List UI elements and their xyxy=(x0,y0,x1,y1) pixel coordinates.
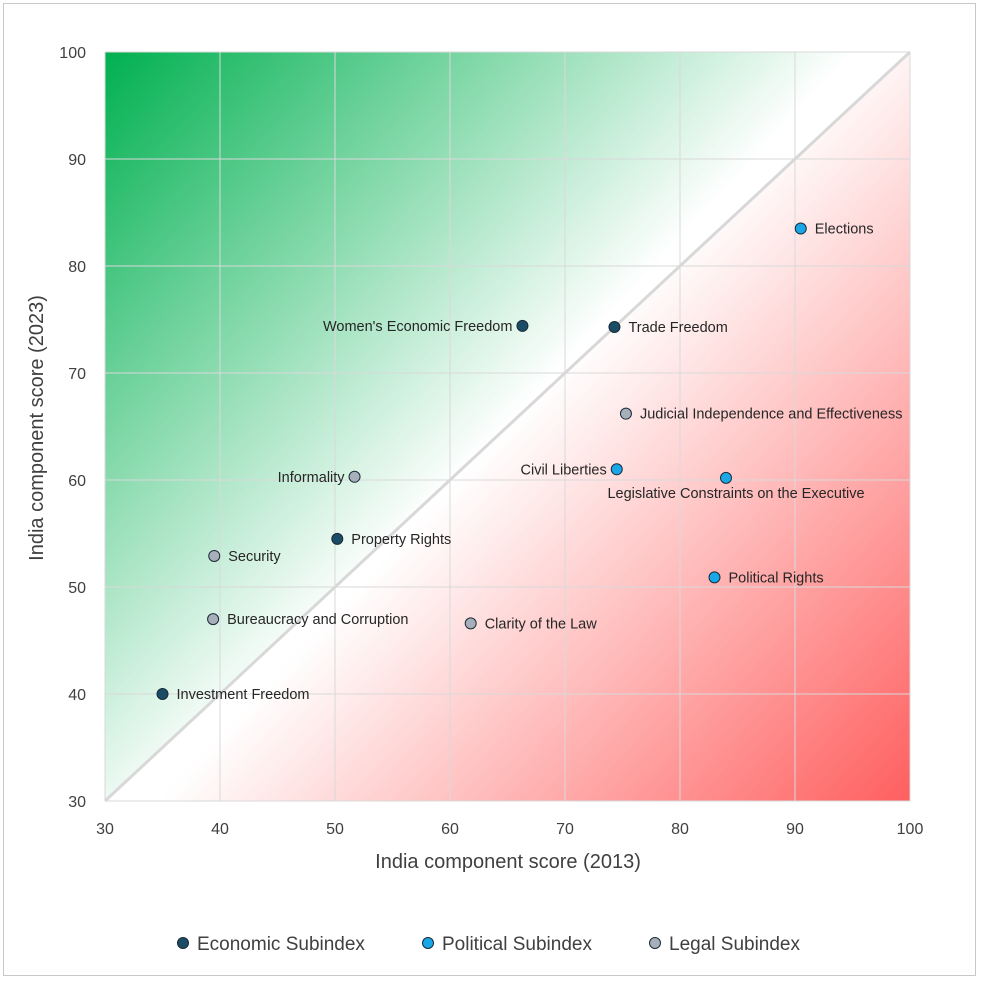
legend-marker xyxy=(177,937,189,949)
data-point-label: Bureaucracy and Corruption xyxy=(227,612,408,628)
data-point[interactable] xyxy=(516,319,529,332)
x-axis-ticks: 30 40 50 60 70 80 90 100 xyxy=(96,821,923,838)
data-point[interactable] xyxy=(708,571,721,584)
data-points: Women's Economic Freedom Trade Freedom Pro… xyxy=(156,222,903,703)
y-tick-label: 60 xyxy=(68,473,86,490)
y-axis-ticks: 30 40 50 60 70 80 90 100 xyxy=(59,45,86,811)
y-tick-label: 40 xyxy=(68,687,86,704)
legend-label: Economic Subindex xyxy=(197,934,365,955)
data-point-label: Women's Economic Freedom xyxy=(323,319,512,335)
data-point[interactable] xyxy=(331,532,344,545)
data-point[interactable] xyxy=(794,222,807,235)
data-point-label: Legislative Constraints on the Executive xyxy=(607,486,864,502)
y-tick-label: 80 xyxy=(68,259,86,276)
y-tick-label: 90 xyxy=(68,152,86,169)
legend-marker xyxy=(422,937,434,949)
data-point-label: Informality xyxy=(278,470,346,486)
x-tick-label: 80 xyxy=(671,821,689,838)
data-point-label: Elections xyxy=(815,222,874,238)
data-point[interactable] xyxy=(720,471,732,484)
data-point[interactable] xyxy=(208,549,221,562)
data-point-label: Property Rights xyxy=(351,532,451,548)
data-point-label: Civil Liberties xyxy=(521,462,607,478)
y-tick-label: 30 xyxy=(68,794,86,811)
data-point[interactable] xyxy=(619,407,632,420)
y-tick-label: 50 xyxy=(68,580,86,597)
data-point-label: Clarity of the Law xyxy=(485,616,598,632)
x-tick-label: 30 xyxy=(96,821,114,838)
legend-label: Legal Subindex xyxy=(669,934,800,955)
diagonal-reference-line xyxy=(103,50,912,803)
data-point[interactable] xyxy=(156,688,169,700)
data-point[interactable] xyxy=(464,617,477,630)
data-point-label: Political Rights xyxy=(729,570,824,586)
x-tick-label: 100 xyxy=(897,821,924,838)
y-axis-title: India component score (2023) xyxy=(26,295,48,561)
gridlines xyxy=(104,51,911,802)
data-point[interactable] xyxy=(207,613,220,626)
legend-label: Political Subindex xyxy=(442,934,592,955)
data-point[interactable] xyxy=(608,320,621,333)
y-tick-label: 70 xyxy=(68,366,86,383)
x-tick-label: 60 xyxy=(441,821,459,838)
data-point-label: Judicial Independence and Effectiveness xyxy=(640,407,903,423)
legend-marker xyxy=(649,937,661,949)
data-point-label: Trade Freedom xyxy=(628,320,727,336)
x-axis-title: India component score (2013) xyxy=(375,851,641,873)
x-tick-label: 90 xyxy=(786,821,804,838)
data-point[interactable] xyxy=(348,470,361,483)
data-point-label: Investment Freedom xyxy=(177,687,310,703)
y-tick-label: 100 xyxy=(59,45,86,62)
data-point-label: Security xyxy=(228,549,281,565)
x-tick-label: 70 xyxy=(556,821,574,838)
x-tick-label: 40 xyxy=(211,821,229,838)
x-tick-label: 50 xyxy=(326,821,344,838)
data-point[interactable] xyxy=(610,463,623,476)
legend: Economic Subindex Political Subindex Legal… xyxy=(177,934,800,955)
